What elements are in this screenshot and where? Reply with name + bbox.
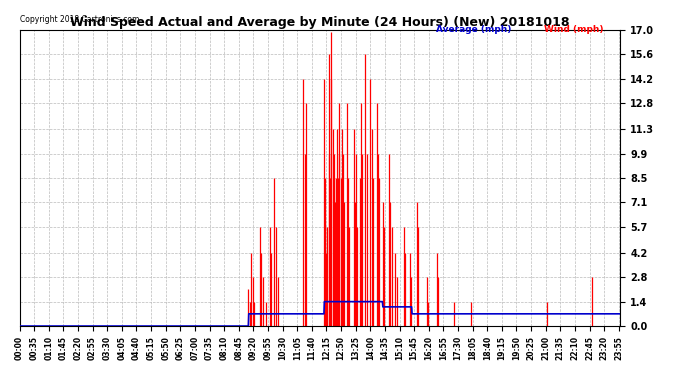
Title: Wind Speed Actual and Average by Minute (24 Hours) (New) 20181018: Wind Speed Actual and Average by Minute … (70, 16, 570, 28)
Text: Average (mph): Average (mph) (436, 25, 511, 34)
Text: Wind (mph): Wind (mph) (544, 25, 603, 34)
Text: Copyright 2018 Cartronics.com: Copyright 2018 Cartronics.com (19, 15, 139, 24)
